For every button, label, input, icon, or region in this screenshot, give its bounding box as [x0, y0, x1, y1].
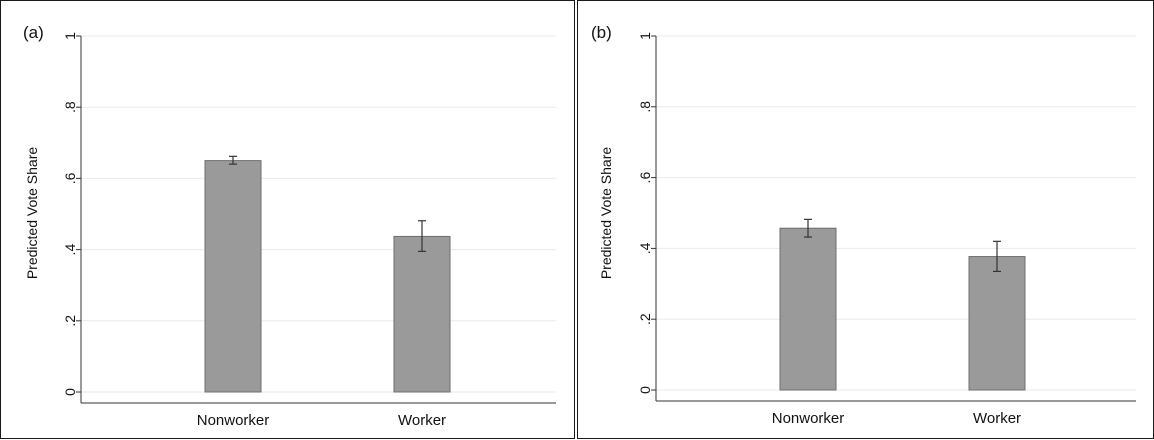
y-tick-label-b: .8	[637, 101, 653, 113]
panel-label-b: (b)	[591, 23, 612, 42]
x-category-label-b: Worker	[973, 410, 1021, 427]
x-category-label-a: Nonworker	[197, 412, 270, 429]
y-tick-label-a: .2	[62, 315, 78, 327]
y-tick-label-b: .2	[637, 313, 653, 325]
y-tick-label-a: 1	[62, 32, 78, 40]
y-tick-label-a: .8	[62, 101, 78, 113]
x-category-label-b: Nonworker	[772, 410, 845, 427]
chart-panel-a: (a) Predicted Vote Share 0 .2 .4 .6 .8 1 Nonwo…	[0, 0, 575, 439]
y-tick-label-a: 0	[62, 388, 78, 396]
y-tick-label-b: .6	[637, 172, 653, 184]
y-axis-label-b: Predicted Vote Share	[598, 147, 614, 280]
x-category-label-a: Worker	[398, 412, 446, 429]
y-tick-label-b: .4	[637, 242, 653, 254]
y-tick-label-a: .6	[62, 172, 78, 184]
bar-a-worker	[393, 235, 451, 393]
bar-a-nonworker	[204, 160, 262, 393]
y-tick-label-b: 1	[637, 32, 653, 40]
bar-b-worker	[968, 256, 1026, 391]
y-tick-label-a: .4	[62, 244, 78, 256]
chart-panel-b: (b) Predicted Vote Share 0 .2 .4 .6 .8 1 Nonwo…	[577, 0, 1154, 439]
y-tick-label-b: 0	[637, 386, 653, 394]
bar-chart-a: (a) Predicted Vote Share 0 .2 .4 .6 .8 1 Nonwo…	[23, 23, 556, 429]
panel-label-a: (a)	[23, 23, 44, 42]
bar-b-nonworker	[779, 227, 837, 391]
y-axis-label-a: Predicted Vote Share	[24, 147, 40, 280]
bar-chart-b: (b) Predicted Vote Share 0 .2 .4 .6 .8 1 Nonwo…	[591, 23, 1136, 427]
